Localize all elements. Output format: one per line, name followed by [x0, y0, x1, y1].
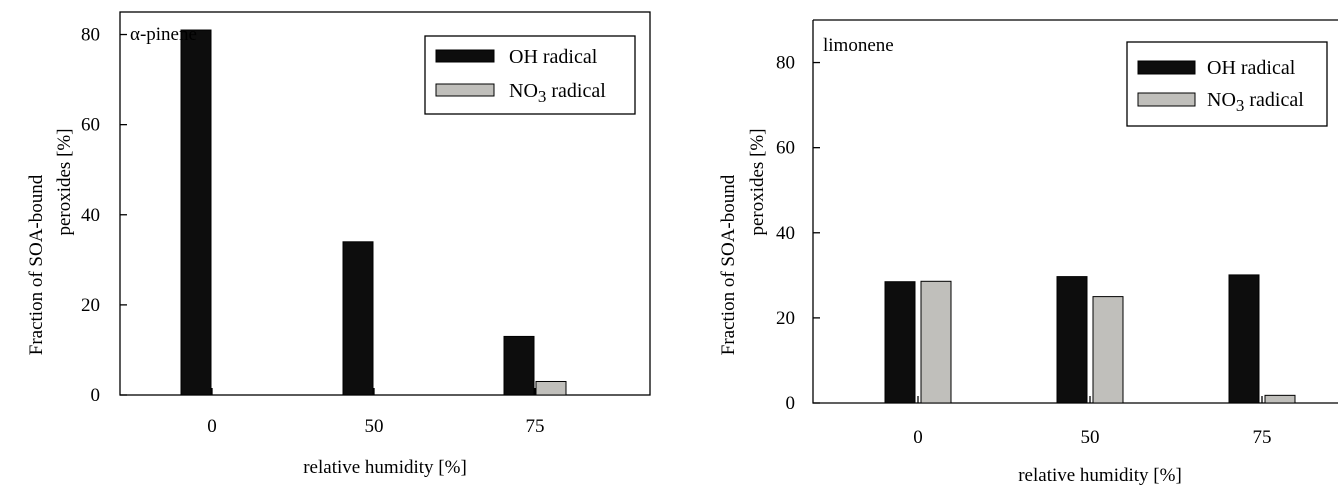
- bar-oh-radical-50: [1056, 276, 1088, 404]
- legend: OH radical NO3 radical: [1126, 41, 1328, 127]
- legend-swatch-no3: [435, 83, 495, 97]
- y-tick-label: 20: [81, 295, 100, 316]
- x-tick-label: 50: [1081, 427, 1100, 448]
- y-tick-label: 0: [786, 393, 796, 414]
- y-tick-label: 0: [91, 385, 101, 406]
- bar-oh-radical-0: [884, 281, 916, 404]
- x-axis-ticks: 0 50 75: [913, 396, 1272, 448]
- legend-box: [1126, 41, 1328, 127]
- legend-label-oh: OH radical: [509, 46, 598, 68]
- y-axis-ticks: 0 20 40 60 80: [81, 25, 127, 406]
- x-tick-label: 75: [526, 416, 545, 437]
- bar-no3-radical-75: [1264, 394, 1296, 404]
- bar-oh-radical-0: [180, 29, 212, 396]
- y-tick-label: 40: [776, 223, 795, 244]
- y-axis-title-line1: Fraction of SOA-bound: [26, 174, 47, 355]
- bar-no3-radical-50: [1092, 296, 1124, 404]
- legend-label-oh: OH radical: [1207, 57, 1296, 79]
- y-axis-title-line2: peroxides [%]: [747, 128, 768, 235]
- y-axis-ticks: 0 20 40 60 80: [776, 53, 820, 414]
- bar-oh-radical-50: [342, 241, 374, 396]
- legend-swatch-no3: [1137, 92, 1196, 107]
- legend-swatch-oh: [1137, 60, 1196, 75]
- x-tick-label: 50: [365, 416, 384, 437]
- bar-no3-radical-0: [920, 280, 952, 404]
- chart-panel-limonene: 0 20 40 60 80 0 50 75 limonene relative humidi…: [718, 19, 1338, 486]
- y-tick-label: 80: [81, 25, 100, 46]
- y-tick-label: 40: [81, 205, 100, 226]
- x-tick-label: 0: [913, 427, 923, 448]
- plot-frame: [119, 11, 651, 396]
- bar-group: [884, 274, 1296, 404]
- legend: OH radical NO3 radical: [424, 35, 636, 115]
- x-axis-ticks: 0 50 75: [207, 388, 545, 437]
- chart-panel-alpha-pinene: 0 20 40 60 80 0 50 75 α-pinene relative humidi…: [26, 11, 651, 478]
- bar-group: [180, 29, 567, 396]
- y-tick-label: 80: [776, 53, 795, 74]
- y-axis-title-line1: Fraction of SOA-bound: [718, 174, 739, 355]
- y-axis-title-line2: peroxides [%]: [54, 128, 75, 235]
- x-tick-label: 0: [207, 416, 217, 437]
- bar-oh-radical-75: [503, 335, 535, 396]
- y-tick-label: 60: [776, 138, 795, 159]
- legend-box: [424, 35, 636, 115]
- x-tick-label: 75: [1253, 427, 1272, 448]
- panel-label: limonene: [823, 35, 894, 56]
- panel-label: α-pinene: [130, 24, 197, 45]
- legend-swatch-oh: [435, 49, 495, 63]
- x-axis-title: relative humidity [%]: [303, 457, 467, 478]
- x-axis-title: relative humidity [%]: [1018, 465, 1182, 486]
- y-tick-label: 60: [81, 115, 100, 136]
- bar-no3-radical-75: [535, 380, 567, 396]
- bar-oh-radical-75: [1228, 274, 1260, 404]
- y-tick-label: 20: [776, 308, 795, 329]
- legend-label-no3: NO3 radical: [509, 80, 606, 106]
- legend-label-no3: NO3 radical: [1207, 89, 1304, 115]
